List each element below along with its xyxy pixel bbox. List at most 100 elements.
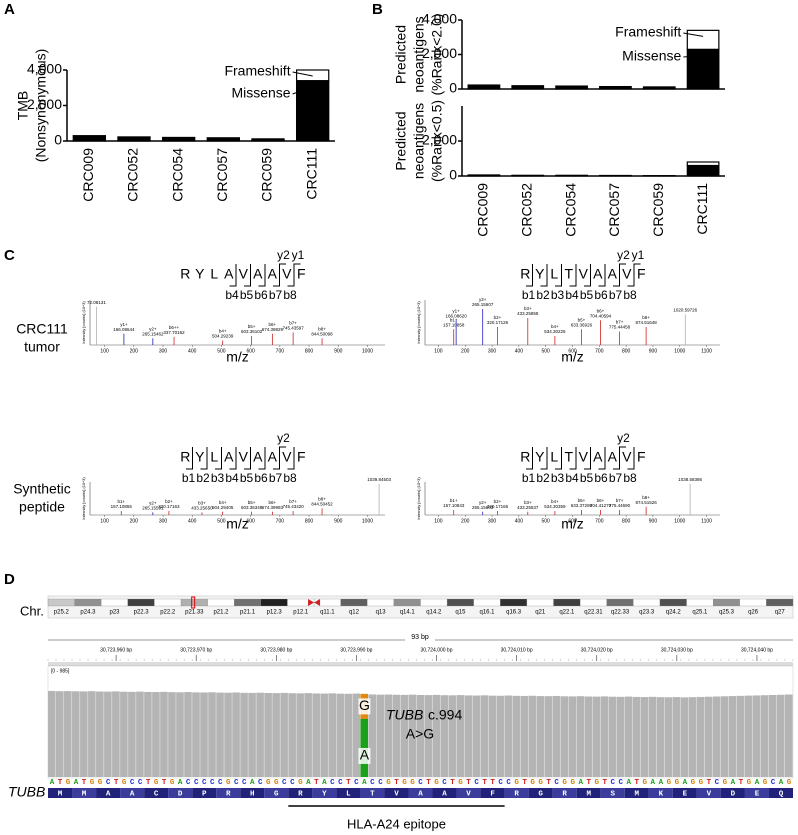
panel-label: B — [372, 1, 383, 18]
panel-label: C — [4, 247, 15, 264]
coverage-bar — [296, 693, 304, 777]
x-tick-label: 800 — [622, 348, 631, 354]
y-ion-bracket — [619, 263, 627, 286]
peak-ion: b1+ — [450, 498, 458, 503]
coverage-bar — [608, 696, 617, 777]
y-tick-label: 2,000 — [422, 132, 457, 148]
peak-ion: b7+ — [289, 321, 297, 326]
chromosome-band — [234, 598, 262, 607]
b-ion-label: b6 — [594, 471, 608, 485]
codon — [384, 788, 409, 798]
codon — [552, 788, 577, 798]
codon — [720, 788, 745, 798]
codon — [192, 788, 217, 798]
b-ion-bracket — [569, 264, 577, 287]
codon — [408, 788, 433, 798]
band-label: q13 — [376, 610, 387, 616]
peak-ion: b2+ — [494, 315, 502, 320]
sample-label: peptide — [19, 499, 65, 515]
coverage-bar — [160, 691, 168, 777]
b-ion-bracket — [583, 264, 591, 287]
peak-mz: 166.08644 — [113, 327, 135, 332]
x-tick-label: 100 — [100, 518, 109, 524]
peak-mz: 844.50098 — [311, 331, 333, 336]
peak-mz: 166.08620 — [445, 313, 467, 318]
peak-ion: b1+ — [117, 499, 125, 504]
coverage-bar — [144, 691, 152, 777]
ruler-label: 30,723,990 bp — [340, 647, 372, 653]
peak-mz: 745.43420 — [282, 504, 304, 509]
band-label: p21.2 — [213, 610, 229, 616]
coverage-bar — [152, 692, 160, 777]
band-label: q24.2 — [666, 610, 682, 616]
coverage-bar — [232, 692, 240, 777]
x-tick-label: 200 — [461, 518, 470, 524]
peak-mz: 157.10858 — [443, 322, 465, 327]
x-tick-label: CRC009 — [80, 148, 96, 202]
residue: Y — [535, 266, 545, 282]
band-label: q22.33 — [611, 610, 630, 616]
x-tick-label: 900 — [334, 518, 343, 524]
x-tick-label: 700 — [276, 518, 285, 524]
peak-mz: 534.30359 — [544, 504, 566, 509]
coverage-bar — [472, 695, 481, 777]
peak-mz: 1038.58386 — [678, 477, 702, 482]
x-tick-label: 200 — [461, 348, 470, 354]
band-label: q14.1 — [400, 610, 416, 616]
allele-label: A — [360, 747, 370, 763]
chromosome-band — [101, 598, 128, 607]
b-ion-bracket — [525, 264, 533, 287]
x-tick-label: 800 — [622, 518, 631, 524]
coverage-bar — [392, 694, 401, 777]
codon — [168, 788, 193, 798]
width-label-bg — [405, 632, 435, 644]
chromosome-label: Chr. 6 — [20, 603, 55, 618]
residue: F — [297, 449, 306, 465]
ruler-label: 30,723,970 bp — [180, 647, 212, 653]
residue: A — [224, 449, 234, 465]
peak-mz: 704.40594 — [590, 313, 612, 318]
codon — [336, 788, 361, 798]
b-ion-bracket — [540, 447, 548, 470]
peak-mz: 265.15607 — [472, 302, 494, 307]
peak-ion: y1+ — [452, 308, 460, 313]
codon — [144, 788, 169, 798]
x-tick-label: 900 — [649, 348, 658, 354]
y-axis-label: Intensity [counts] (10^3) — [416, 477, 421, 520]
x-tick-label: 400 — [188, 518, 197, 524]
y-axis-label: (%Rank<2.0) — [429, 13, 445, 95]
b-ion-label: b3 — [551, 471, 565, 485]
band-label: p12.1 — [293, 610, 309, 616]
b-ion-bracket — [243, 264, 251, 287]
coverage-bar — [712, 696, 721, 777]
residue: R — [180, 449, 190, 465]
x-tick-label: 500 — [217, 348, 226, 354]
residue: R — [520, 449, 530, 465]
b-ion-label: b5 — [580, 471, 594, 485]
chromosome-band — [659, 598, 687, 607]
b-ion-bracket — [287, 447, 295, 470]
residue: A — [608, 449, 618, 465]
coverage-bar — [336, 693, 344, 777]
coverage-bar — [248, 692, 256, 777]
x-tick-label: CRC057 — [214, 148, 230, 202]
allele-label-bg — [358, 747, 371, 764]
coverage-bar — [576, 696, 585, 777]
codon — [72, 788, 97, 798]
callout-label: Frameshift — [615, 24, 681, 40]
y-ion-bracket — [633, 263, 641, 286]
y-axis-label: Intensity [counts] (10^3) — [81, 477, 86, 520]
b-ion-label: b5 — [240, 471, 254, 485]
variant-allele: A>G — [406, 726, 434, 742]
x-tick-label: 800 — [305, 348, 314, 354]
residue: A — [608, 266, 618, 282]
peak-ion: b6+ — [269, 500, 277, 505]
coverage-range: [0 - 985] — [51, 668, 70, 674]
chromosome-band — [500, 598, 528, 607]
x-axis-label: m/z — [226, 516, 249, 532]
chromosome-band — [340, 598, 368, 607]
x-tick-label: 1000 — [362, 518, 373, 524]
coverage-bar — [344, 693, 353, 777]
coverage-bar — [560, 696, 569, 777]
